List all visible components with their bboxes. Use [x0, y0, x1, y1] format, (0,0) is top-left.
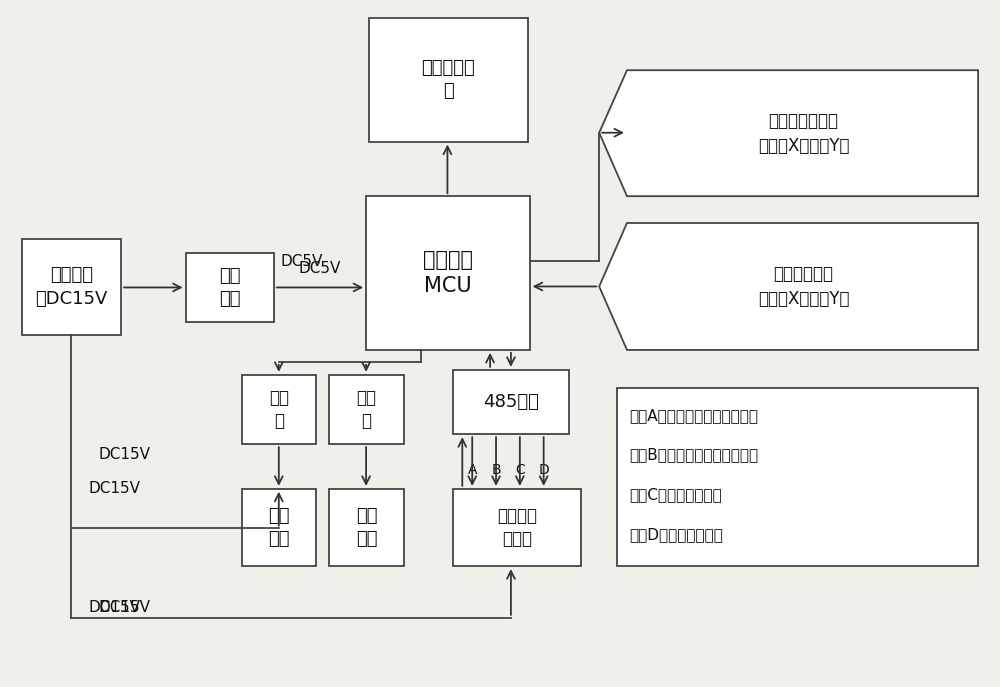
Text: DC5V: DC5V — [298, 260, 341, 275]
Text: A: A — [467, 463, 477, 477]
Bar — [242, 374, 316, 444]
Polygon shape — [599, 70, 978, 196]
Text: 485芯片: 485芯片 — [483, 393, 539, 411]
Text: 继电
器: 继电 器 — [269, 389, 289, 430]
Text: 命令C：水平校准编码: 命令C：水平校准编码 — [629, 487, 722, 502]
Bar — [22, 239, 121, 335]
Bar — [369, 18, 528, 142]
Text: 微处理器
MCU: 微处理器 MCU — [423, 250, 473, 296]
Polygon shape — [599, 223, 978, 350]
Bar — [453, 370, 569, 434]
Text: 命令B：垂直角度编码（实时）: 命令B：垂直角度编码（实时） — [629, 448, 758, 462]
Text: 液晶显示单
元: 液晶显示单 元 — [422, 59, 475, 100]
Text: 命令D：垂直校准编码: 命令D：垂直校准编码 — [629, 527, 723, 542]
Bar — [366, 196, 530, 350]
Text: 水平
电机: 水平 电机 — [269, 507, 290, 548]
Text: 垂直
电机: 垂直 电机 — [356, 507, 377, 548]
Text: 电机控制按钮
（水平X、垂直Y）: 电机控制按钮 （水平X、垂直Y） — [758, 265, 849, 308]
Bar — [329, 374, 404, 444]
Text: 传感器校准按钮
（水平X、垂直Y）: 传感器校准按钮 （水平X、垂直Y） — [758, 112, 849, 155]
Text: 电源适配
器DC15V: 电源适配 器DC15V — [35, 266, 108, 308]
Text: DC15V: DC15V — [88, 482, 140, 496]
Text: DC5V: DC5V — [280, 254, 323, 269]
Text: 继电
器: 继电 器 — [357, 389, 377, 430]
Bar — [186, 253, 274, 322]
Text: D: D — [538, 463, 549, 477]
Text: DC15V: DC15V — [88, 600, 140, 616]
Bar — [453, 489, 581, 566]
Text: DC15V: DC15V — [98, 447, 150, 462]
Bar — [329, 489, 404, 566]
Text: 电源
转化: 电源 转化 — [219, 267, 240, 308]
Bar — [242, 489, 316, 566]
Text: B: B — [491, 463, 501, 477]
Text: 命令A：水平角度编码（实时）: 命令A：水平角度编码（实时） — [629, 408, 758, 423]
Text: 二维倾角
传感器: 二维倾角 传感器 — [497, 507, 537, 548]
Bar — [617, 387, 978, 566]
Text: DC15V: DC15V — [98, 600, 150, 616]
Text: C: C — [515, 463, 525, 477]
